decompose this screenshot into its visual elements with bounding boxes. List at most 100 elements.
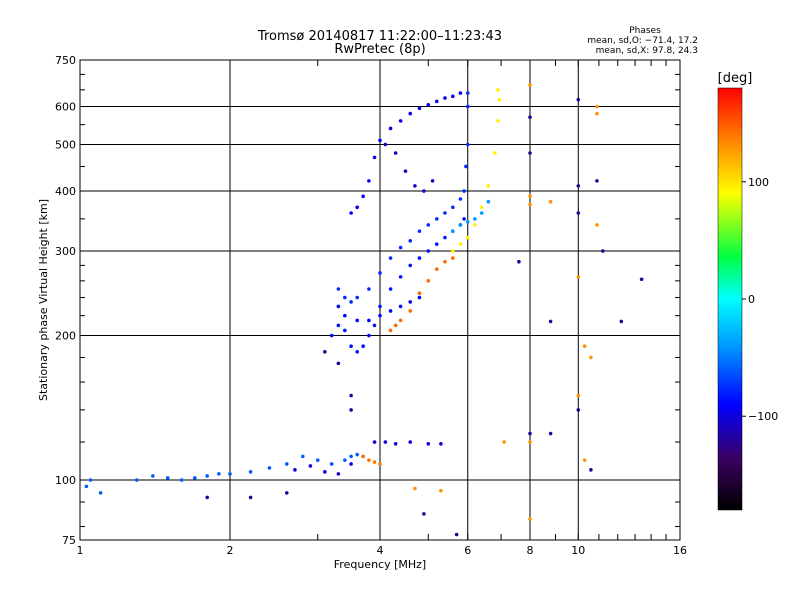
data-point	[372, 323, 377, 328]
data-point	[576, 97, 581, 102]
data-point	[151, 474, 155, 478]
data-point	[398, 318, 403, 323]
data-point	[434, 217, 439, 221]
colorbar	[717, 87, 743, 511]
data-point	[576, 393, 581, 398]
data-point	[443, 211, 447, 215]
data-point	[355, 295, 359, 300]
data-points	[84, 83, 644, 537]
phase-box-title: Phases	[629, 26, 661, 36]
chart-subtitle: RwPretec (8p)	[334, 42, 425, 57]
data-point	[378, 304, 382, 309]
data-point	[383, 440, 388, 444]
data-point	[248, 495, 253, 500]
data-point	[589, 355, 593, 360]
data-point	[422, 189, 426, 193]
data-point	[329, 462, 334, 466]
x-tick-label: 16	[673, 544, 687, 557]
data-point	[228, 472, 232, 476]
data-point	[179, 478, 184, 482]
data-point	[548, 319, 553, 324]
data-point	[372, 155, 377, 160]
data-point	[267, 466, 272, 470]
data-point	[443, 259, 447, 264]
data-point	[589, 468, 593, 472]
data-point	[465, 104, 470, 109]
data-point	[403, 169, 408, 173]
data-point	[582, 344, 587, 349]
x-tick-label: 8	[527, 544, 534, 557]
x-axis-ticks: 1 2 4 6 8 10 16	[77, 544, 688, 557]
data-point	[465, 220, 470, 224]
x-tick-label: 6	[464, 544, 471, 557]
colorbar-tick-label: −100	[748, 410, 778, 423]
data-point	[383, 142, 388, 147]
data-point	[315, 458, 320, 462]
data-point	[388, 126, 393, 131]
data-point	[408, 239, 413, 243]
data-point	[361, 194, 365, 199]
data-point	[378, 313, 382, 318]
data-point	[378, 271, 382, 275]
x-tick-label: 4	[377, 544, 384, 557]
data-point	[336, 361, 341, 366]
y-tick-label: 100	[55, 474, 76, 487]
y-tick-label: 400	[55, 185, 76, 198]
data-point	[361, 454, 365, 459]
data-point	[408, 263, 413, 268]
data-point	[398, 275, 403, 279]
data-point	[308, 464, 313, 468]
colorbar-tick-label: 0	[748, 293, 755, 306]
data-point	[165, 476, 170, 480]
data-point	[355, 205, 359, 210]
data-point	[417, 291, 422, 296]
x-tick-label: 10	[571, 544, 585, 557]
data-point	[343, 458, 347, 462]
data-point	[458, 197, 463, 201]
data-point	[355, 452, 359, 457]
data-point	[193, 476, 197, 480]
data-point	[367, 287, 371, 291]
data-point	[548, 199, 553, 204]
data-point	[426, 223, 431, 227]
data-point	[417, 295, 422, 300]
data-point	[486, 184, 491, 188]
data-point	[576, 184, 581, 188]
data-point	[595, 111, 599, 116]
data-point	[343, 295, 347, 300]
data-point	[434, 242, 439, 246]
data-point	[517, 259, 521, 264]
data-point	[451, 94, 455, 99]
colorbar-label: [deg]	[718, 71, 753, 86]
data-point	[464, 164, 468, 169]
data-point	[355, 318, 359, 323]
data-point	[248, 470, 253, 474]
data-point	[367, 333, 371, 338]
data-point	[408, 300, 413, 304]
data-point	[378, 138, 382, 143]
data-point	[413, 486, 417, 491]
data-point	[336, 287, 341, 291]
data-point	[619, 319, 624, 324]
data-point	[372, 440, 377, 444]
data-point	[528, 440, 532, 444]
data-point	[349, 462, 353, 466]
data-point	[451, 256, 455, 260]
data-point	[528, 431, 532, 436]
data-point	[462, 189, 466, 193]
data-point	[458, 91, 463, 95]
data-point	[398, 245, 403, 250]
data-point	[458, 223, 463, 227]
data-point	[217, 472, 221, 476]
data-point	[336, 323, 341, 328]
data-point	[88, 478, 93, 482]
data-point	[434, 99, 439, 104]
data-point	[595, 179, 599, 183]
data-point	[479, 205, 484, 210]
data-point	[417, 256, 422, 260]
data-point	[528, 202, 532, 207]
data-point	[349, 393, 353, 398]
data-point	[388, 256, 393, 260]
data-point	[430, 179, 435, 183]
data-point	[349, 300, 353, 304]
